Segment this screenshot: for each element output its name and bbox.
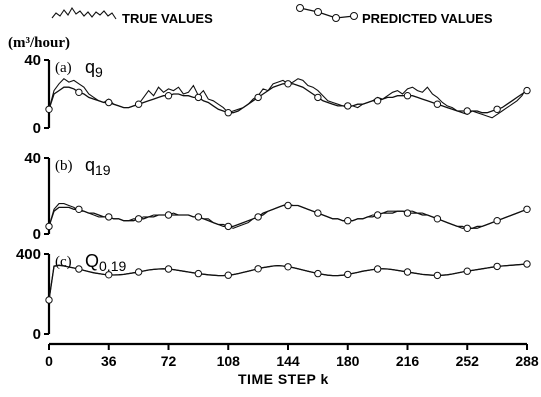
predicted-marker: [75, 265, 83, 273]
legend-pred-line-sample: [299, 7, 355, 19]
predicted-marker: [194, 213, 203, 221]
predicted-marker: [164, 92, 173, 100]
predicted-marker: [164, 265, 173, 273]
predicted-marker: [403, 268, 412, 276]
x-tick-label: 180: [336, 353, 360, 369]
predicted-marker: [373, 211, 382, 219]
variable-label: q9: [85, 57, 103, 80]
x-tick-label: 288: [515, 353, 539, 369]
predicted-marker: [314, 209, 322, 217]
legend-pred-marker: [332, 14, 340, 22]
predicted-marker: [493, 262, 501, 271]
predicted-marker: [433, 271, 442, 280]
legend-true-label: TRUE VALUES: [122, 11, 213, 26]
predicted-marker: [284, 263, 292, 271]
predicted-marker: [105, 98, 113, 107]
legend-true-line-sample: [51, 6, 117, 20]
chart-panels: 0 40 (a) q9 0 40 (b) q19 0 400 0 36 72 108 144 180 216 25…: [16, 52, 539, 369]
predicted-marker: [403, 92, 412, 100]
predicted-marker: [284, 201, 292, 210]
predicted-marker: [45, 222, 53, 231]
legend: TRUE VALUES PREDICTED VALUES: [51, 4, 493, 26]
predicted-marker: [523, 260, 531, 268]
y-tick-label: 40: [24, 150, 41, 167]
predicted-marker: [134, 268, 143, 276]
predicted-marker: [224, 222, 232, 231]
predicted-marker: [433, 100, 442, 108]
predicted-marker: [403, 209, 412, 217]
x-tick-label: 36: [101, 353, 117, 369]
predicted-values-line: [48, 83, 528, 114]
predicted-marker: [45, 296, 53, 304]
x-tick-label: 0: [45, 353, 53, 369]
variable-label: q19: [85, 155, 111, 178]
predicted-marker: [105, 213, 113, 221]
y-tick-label: 40: [24, 52, 41, 69]
y-tick-label: 0: [33, 120, 41, 137]
predicted-marker: [463, 107, 471, 115]
predicted-marker: [105, 271, 113, 279]
unit-label: (m³/hour): [8, 35, 70, 51]
predicted-marker: [134, 100, 143, 108]
panel-label: (b): [55, 158, 73, 174]
predicted-marker: [134, 215, 143, 223]
predicted-marker: [523, 86, 531, 95]
predicted-marker: [344, 102, 352, 110]
variable-label: Q0,19: [85, 251, 126, 274]
predicted-marker: [45, 105, 53, 114]
predicted-marker: [194, 269, 203, 278]
predicted-marker: [254, 265, 262, 273]
legend-pred-marker: [350, 12, 358, 20]
predicted-marker: [344, 270, 352, 279]
y-tick-label: 0: [33, 326, 41, 343]
legend-pred-marker: [314, 8, 322, 16]
x-tick-label: 72: [161, 353, 177, 369]
legend-pred-marker: [296, 4, 304, 12]
predicted-marker: [463, 224, 471, 233]
predicted-marker: [314, 269, 322, 278]
predicted-marker: [194, 93, 203, 102]
predicted-marker: [493, 105, 501, 114]
predicted-marker: [493, 217, 501, 225]
predicted-marker: [164, 211, 173, 219]
x-tick-label: 144: [276, 353, 300, 369]
predicted-marker: [254, 213, 262, 221]
predicted-marker: [463, 267, 471, 275]
y-tick-label: 400: [16, 246, 41, 263]
predicted-marker: [523, 205, 531, 214]
panel-a: 0 40 (a) q9: [24, 52, 531, 137]
y-tick-label: 0: [33, 226, 41, 243]
x-axis-title: TIME STEP k: [238, 371, 329, 387]
predicted-marker: [284, 80, 292, 88]
predicted-marker: [75, 205, 83, 214]
predicted-marker: [344, 217, 352, 225]
legend-pred-label: PREDICTED VALUES: [362, 11, 493, 26]
predicted-marker: [254, 93, 262, 102]
predicted-marker: [224, 109, 232, 117]
predicted-marker: [373, 97, 382, 105]
panel-label: (a): [55, 60, 72, 76]
x-tick-label: 216: [396, 353, 420, 369]
predicted-marker: [224, 271, 232, 279]
predicted-marker: [373, 265, 382, 273]
x-tick-label: 108: [217, 353, 241, 369]
panel-b: 0 40 (b) q19: [24, 150, 531, 243]
predicted-marker: [314, 93, 322, 102]
predicted-marker: [75, 88, 83, 97]
predicted-marker: [433, 215, 442, 223]
x-tick-label: 252: [456, 353, 480, 369]
